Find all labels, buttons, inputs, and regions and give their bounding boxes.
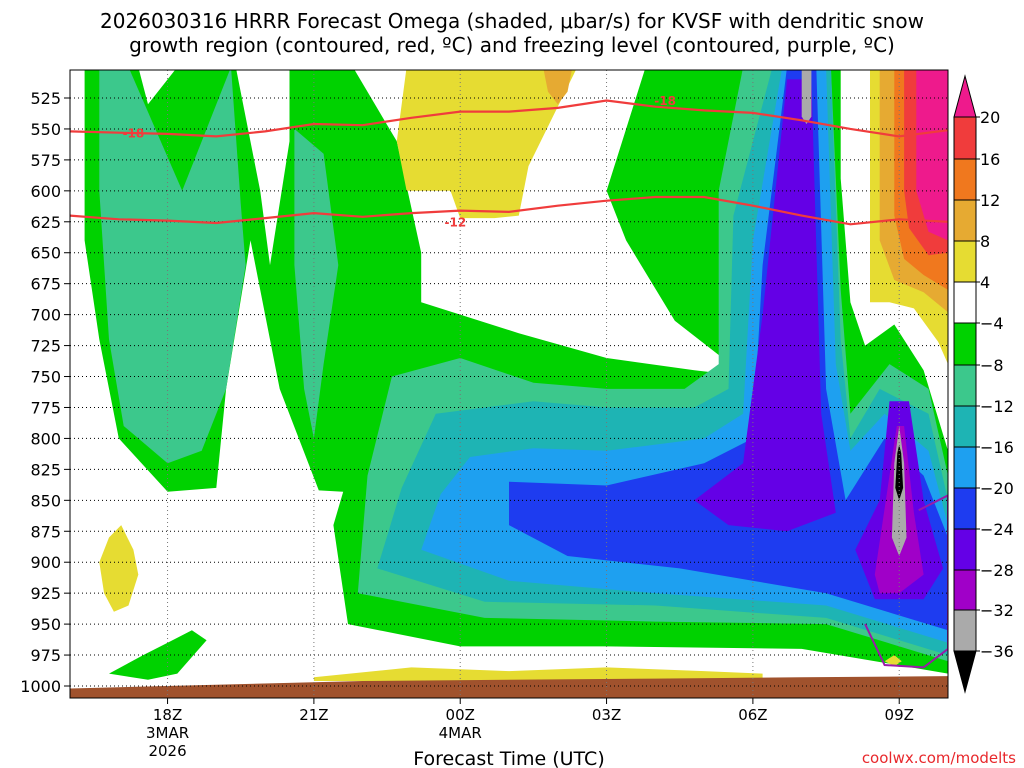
colorbar-label: −24 [980, 520, 1014, 539]
colorbar-swatch-p4 [953, 240, 977, 283]
credit-link[interactable]: coolwx.com/modelts [862, 749, 1016, 767]
y-tick-label-725: 725 [30, 337, 61, 356]
colorbar-swatch-m28 [953, 569, 977, 611]
y-tick-label-775: 775 [30, 398, 61, 417]
omega-region-m8 [99, 70, 246, 464]
freezing-level-contour [864, 494, 948, 669]
y-tick-label-650: 650 [30, 244, 61, 263]
colorbar-swatch-m4 [953, 322, 977, 366]
y-tick-label-675: 675 [30, 275, 61, 294]
y-tick-label-825: 825 [30, 460, 61, 479]
dendritic-contour--18 [70, 99, 948, 138]
colorbar-label: −12 [980, 397, 1014, 416]
y-tick-label-975: 975 [30, 646, 61, 665]
chart-title-line2: growth region (contoured, red, ºC) and f… [129, 33, 895, 57]
y-tick-label-850: 850 [30, 491, 61, 510]
y-tick-label-575: 575 [30, 151, 61, 170]
colorbar-label: −4 [980, 314, 1004, 333]
plot-frame [69, 69, 949, 699]
omega-region-p8 [543, 70, 572, 105]
y-tick-label-875: 875 [30, 522, 61, 541]
ground-layer [70, 676, 948, 698]
colorbar-swatch-m24 [953, 528, 977, 571]
y-tick-label-750: 750 [30, 368, 61, 387]
omega-region-m36 [895, 444, 904, 501]
colorbar-swatch-m36 [953, 650, 977, 694]
contour-label--12: -12 [445, 215, 467, 229]
y-tick-label-800: 800 [30, 429, 61, 448]
chart-title-line1: 2026030316 HRRR Forecast Omega (shaded, … [100, 9, 924, 33]
omega-region-p20 [916, 70, 948, 241]
colorbar: 20 16 12 8 4 −4 −8 −12 −16 −20 −24 −28 −32 −36 [953, 74, 1014, 694]
colorbar-label: −32 [980, 601, 1014, 620]
grid-lines [70, 70, 948, 698]
colorbar-swatch-m16 [953, 446, 977, 489]
omega-region-m20 [509, 70, 948, 631]
y-tick-label-625: 625 [30, 213, 61, 232]
contour-label--18: -18 [654, 94, 676, 108]
x-tick-label-18Z: 18Z [153, 706, 182, 724]
omega-region-m4 [109, 630, 207, 680]
y-tick-label-600: 600 [30, 182, 61, 201]
omega-region-p4 [99, 525, 139, 612]
y-tick-label-900: 900 [30, 553, 61, 572]
colorbar-swatch-neutral [953, 281, 977, 324]
colorbar-swatch-p20 [953, 74, 977, 118]
omega-region-p4 [884, 655, 902, 667]
contour-label--18: -18 [123, 126, 145, 140]
colorbar-label: 4 [980, 273, 990, 292]
colorbar-label: −28 [980, 561, 1014, 580]
y-tick-label-525: 525 [30, 89, 61, 108]
colorbar-label: 16 [980, 150, 1000, 169]
colorbar-swatch-m20 [953, 487, 977, 530]
colorbar-label: −20 [980, 479, 1014, 498]
plot-area: -18 -18 -12 [70, 70, 948, 698]
y-tick-label-700: 700 [30, 306, 61, 325]
x-axis-label: Forecast Time (UTC) [413, 748, 604, 768]
y-tick-label-1000: 1000 [20, 677, 61, 696]
colorbar-swatch-p16 [953, 116, 977, 160]
ground-surface [70, 676, 948, 698]
colorbar-label: −36 [980, 642, 1014, 661]
colorbar-swatch-p8 [953, 199, 977, 242]
x-tick-sublabel-date: 3MAR [146, 724, 189, 742]
colorbar-label: 8 [980, 232, 990, 251]
y-tick-label-925: 925 [30, 584, 61, 603]
temperature-contours: -18 -18 -12 [70, 94, 948, 669]
omega-region-m24 [694, 79, 836, 532]
x-tick-label-00Z: 00Z [446, 706, 475, 724]
x-tick-label-09Z: 09Z [885, 706, 914, 724]
colorbar-swatch-m32 [953, 609, 977, 652]
y-axis: 525 550 575 600 625 650 675 700 725 750 775 800 825 8… [20, 89, 70, 696]
x-tick-label-06Z: 06Z [738, 706, 767, 724]
colorbar-swatch-m8 [953, 364, 977, 407]
y-tick-label-550: 550 [30, 120, 61, 139]
x-tick-label-03Z: 03Z [592, 706, 621, 724]
colorbar-label: −8 [980, 356, 1004, 375]
y-tick-label-950: 950 [30, 615, 61, 634]
dendritic-contour--12 [70, 195, 948, 226]
colorbar-label: 12 [980, 191, 1000, 210]
colorbar-swatch-m12 [953, 405, 977, 448]
omega-region-m8 [294, 128, 339, 439]
colorbar-label: 20 [980, 108, 1000, 127]
x-tick-sublabel-date: 4MAR [439, 724, 482, 742]
colorbar-label: −16 [980, 438, 1014, 457]
x-tick-label-21Z: 21Z [299, 706, 328, 724]
omega-region-p4 [396, 70, 576, 219]
omega-region-m32 [801, 70, 812, 124]
colorbar-swatch-p12 [953, 158, 977, 201]
omega-region-p4 [313, 667, 763, 681]
x-tick-sublabel-year: 2026 [148, 742, 186, 760]
